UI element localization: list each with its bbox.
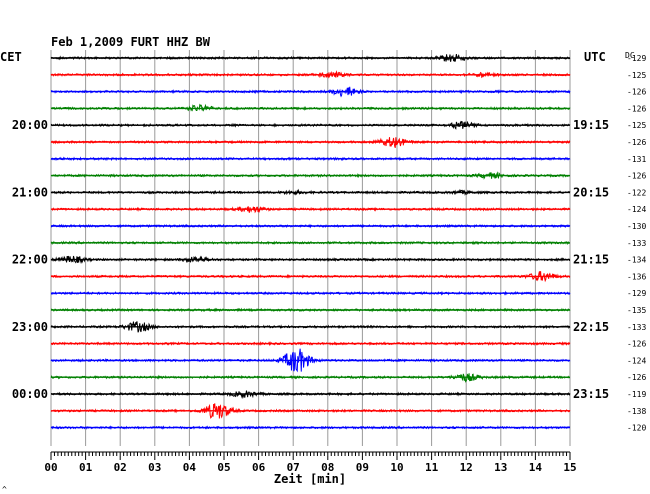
dc-offset-label: -129 bbox=[627, 54, 646, 63]
dc-offset-label: -125 bbox=[627, 121, 646, 130]
label-group: 00 01 02 03 04 05 06 07 08 09 10 11 12 13 14 15 20:00 21:… bbox=[12, 54, 647, 474]
right-time-label: 21:15 bbox=[573, 253, 609, 267]
dc-offset-label: -130 bbox=[627, 222, 646, 231]
right-time-label: 20:15 bbox=[573, 185, 609, 199]
x-tick-label: 03 bbox=[148, 461, 161, 474]
left-timezone-label: CET bbox=[0, 50, 22, 64]
x-tick-label: 13 bbox=[494, 461, 507, 474]
x-tick-label: 11 bbox=[425, 461, 439, 474]
right-time-label: 22:15 bbox=[573, 320, 609, 334]
dc-offset-label: -126 bbox=[627, 373, 646, 382]
dc-offset-label: -129 bbox=[627, 289, 646, 298]
dc-offset-label: -125 bbox=[627, 71, 646, 80]
dc-offset-label: -135 bbox=[627, 306, 646, 315]
right-time-label: 19:15 bbox=[573, 118, 609, 132]
trace-group bbox=[50, 53, 571, 431]
x-tick-label: 02 bbox=[114, 461, 127, 474]
x-tick-label: 09 bbox=[356, 461, 369, 474]
left-time-label: 00:00 bbox=[12, 387, 48, 401]
corner-mark: ^ bbox=[2, 485, 7, 494]
x-tick-label: 07 bbox=[287, 461, 300, 474]
dc-offset-label: -134 bbox=[627, 256, 646, 265]
dc-offset-label: -126 bbox=[627, 172, 646, 181]
dc-offset-label: -136 bbox=[627, 272, 646, 281]
dc-offset-label: -126 bbox=[627, 340, 646, 349]
x-axis-label: Zeit [min] bbox=[274, 472, 346, 486]
minute-grid bbox=[50, 50, 571, 460]
left-time-label: 20:00 bbox=[12, 118, 48, 132]
dc-offset-label: -126 bbox=[627, 88, 646, 97]
x-tick-label: 08 bbox=[321, 461, 334, 474]
x-tick-label: 01 bbox=[79, 461, 93, 474]
dc-offset-label: -126 bbox=[627, 104, 646, 113]
x-tick-label: 00 bbox=[44, 461, 57, 474]
right-time-label: 23:15 bbox=[573, 387, 609, 401]
x-tick-label: 06 bbox=[252, 461, 266, 474]
dc-offset-label: -122 bbox=[627, 188, 646, 197]
chart-title: Feb 1,2009 FURT HHZ BW bbox=[51, 35, 211, 49]
left-time-label: 23:00 bbox=[12, 320, 48, 334]
left-time-label: 21:00 bbox=[12, 185, 48, 199]
dc-offset-label: -119 bbox=[627, 390, 646, 399]
x-tick-label: 04 bbox=[183, 461, 197, 474]
left-time-label: 22:00 bbox=[12, 253, 48, 267]
dc-offset-label: -124 bbox=[627, 356, 646, 365]
x-tick-label: 05 bbox=[217, 461, 230, 474]
x-tick-label: 15 bbox=[563, 461, 576, 474]
dc-label: DC bbox=[625, 51, 635, 60]
dc-offset-label: -126 bbox=[627, 138, 646, 147]
dc-offset-label: -124 bbox=[627, 205, 646, 214]
dc-offset-label: -131 bbox=[627, 155, 646, 164]
x-tick-label: 10 bbox=[390, 461, 403, 474]
right-timezone-label: UTC bbox=[584, 50, 606, 64]
dc-offset-label: -133 bbox=[627, 323, 646, 332]
dc-offset-label: -120 bbox=[627, 424, 646, 433]
dc-offset-label: -133 bbox=[627, 239, 646, 248]
x-tick-label: 14 bbox=[529, 461, 543, 474]
x-tick-label: 12 bbox=[460, 461, 473, 474]
dc-offset-label: -138 bbox=[627, 407, 646, 416]
